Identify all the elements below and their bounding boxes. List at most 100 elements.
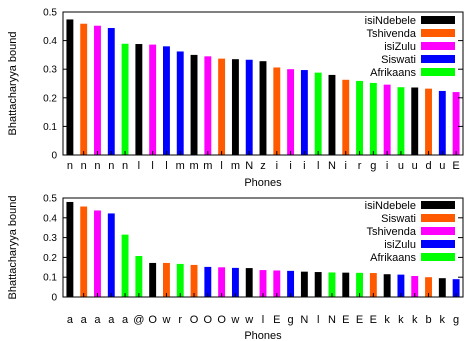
y-tick-label: 0.4 bbox=[43, 36, 57, 47]
bar bbox=[438, 90, 446, 155]
bar bbox=[94, 25, 101, 156]
x-tick-label: u bbox=[398, 160, 404, 172]
bar bbox=[66, 19, 74, 155]
bar bbox=[411, 87, 419, 155]
x-tick-label: l bbox=[317, 160, 319, 172]
x-tick-label: g bbox=[453, 314, 459, 326]
bar bbox=[245, 268, 253, 297]
bar bbox=[204, 56, 212, 155]
x-tick-label: i bbox=[303, 160, 305, 172]
bar bbox=[452, 92, 460, 155]
x-tick-label: n bbox=[108, 160, 114, 172]
bar bbox=[107, 213, 115, 297]
bar bbox=[231, 267, 239, 297]
y-tick-label: 0.5 bbox=[43, 194, 57, 205]
bar bbox=[163, 46, 170, 155]
legend-label: isiNdebele bbox=[365, 15, 416, 27]
x-tick-label: a bbox=[122, 314, 129, 326]
legend-swatch bbox=[421, 214, 455, 222]
x-tick-label: i bbox=[386, 160, 388, 172]
bar bbox=[259, 61, 267, 155]
bar bbox=[314, 72, 322, 155]
bar bbox=[190, 54, 198, 155]
legend-swatch bbox=[421, 227, 455, 235]
bar bbox=[204, 266, 212, 297]
bar bbox=[176, 263, 184, 297]
bar bbox=[397, 274, 405, 297]
bar bbox=[287, 270, 295, 297]
bar bbox=[231, 59, 239, 155]
x-tick-label: l bbox=[165, 160, 167, 172]
bar bbox=[425, 88, 432, 155]
legend-label: isiNdebele bbox=[365, 200, 416, 212]
y-tick-label: 0.3 bbox=[43, 65, 57, 76]
legend-swatch bbox=[421, 42, 455, 50]
bar bbox=[369, 82, 377, 155]
x-tick-label: E bbox=[452, 160, 459, 172]
y-tick-label: 0.1 bbox=[43, 273, 57, 284]
x-tick-label: O bbox=[148, 314, 157, 326]
bar bbox=[149, 44, 157, 155]
x-tick-label: b bbox=[425, 314, 431, 326]
bar bbox=[66, 201, 74, 297]
bar bbox=[121, 234, 129, 297]
x-tick-label: m bbox=[203, 160, 212, 172]
bar bbox=[397, 87, 405, 155]
x-tick-label: m bbox=[231, 160, 240, 172]
x-tick-label: n bbox=[122, 160, 128, 172]
x-tick-label: g bbox=[370, 160, 376, 172]
plot-frame bbox=[62, 11, 464, 156]
x-tick-label: O bbox=[217, 314, 226, 326]
legend-swatch bbox=[421, 240, 455, 248]
bar bbox=[107, 28, 115, 155]
bar bbox=[369, 273, 377, 297]
bar bbox=[245, 59, 253, 156]
x-tick-label: k bbox=[384, 314, 390, 326]
x-tick-label: i bbox=[289, 160, 291, 172]
legend-label: Afrikaans bbox=[370, 67, 416, 79]
y-tick-label: 0.3 bbox=[43, 233, 57, 244]
y-axis-title: Bhattacharyya bound bbox=[7, 32, 19, 136]
x-tick-label: w bbox=[161, 314, 170, 326]
x-tick-label: k bbox=[440, 314, 446, 326]
bar bbox=[176, 51, 184, 155]
x-tick-label: a bbox=[94, 314, 101, 326]
x-tick-label: k bbox=[398, 314, 404, 326]
x-tick-label: N bbox=[300, 314, 308, 326]
legend-swatch bbox=[421, 253, 455, 261]
bar bbox=[80, 206, 88, 297]
x-axis-title: Phones bbox=[244, 330, 282, 341]
x-tick-label: a bbox=[67, 314, 74, 326]
bar bbox=[383, 84, 391, 155]
x-tick-label: n bbox=[81, 160, 87, 172]
bar bbox=[314, 272, 322, 297]
y-tick-label: 0.1 bbox=[43, 122, 57, 133]
bar bbox=[438, 278, 446, 297]
x-tick-label: n bbox=[94, 160, 100, 172]
x-tick-label: N bbox=[328, 314, 336, 326]
x-tick-label: k bbox=[412, 314, 418, 326]
bar bbox=[273, 67, 281, 155]
legend-label: Tshivenda bbox=[366, 226, 416, 238]
bar bbox=[94, 210, 101, 297]
x-tick-label: d bbox=[425, 160, 431, 172]
bar bbox=[383, 274, 391, 297]
bar bbox=[190, 264, 198, 297]
bar bbox=[218, 58, 226, 156]
legend-swatch bbox=[421, 68, 455, 76]
legend-swatch bbox=[421, 55, 455, 63]
x-tick-label: a bbox=[108, 314, 115, 326]
x-tick-label: E bbox=[342, 314, 349, 326]
x-tick-label: E bbox=[273, 314, 280, 326]
legend-swatch bbox=[421, 16, 455, 24]
x-tick-label: l bbox=[138, 160, 140, 172]
x-tick-label: E bbox=[370, 314, 377, 326]
legend-label: Siswati bbox=[381, 54, 416, 66]
y-axis-title: Bhattacharyya bound bbox=[7, 196, 19, 300]
x-tick-label: @ bbox=[133, 314, 144, 326]
x-tick-label: i bbox=[276, 160, 278, 172]
x-tick-label: l bbox=[220, 160, 222, 172]
y-tick-label: 0.5 bbox=[43, 8, 57, 19]
